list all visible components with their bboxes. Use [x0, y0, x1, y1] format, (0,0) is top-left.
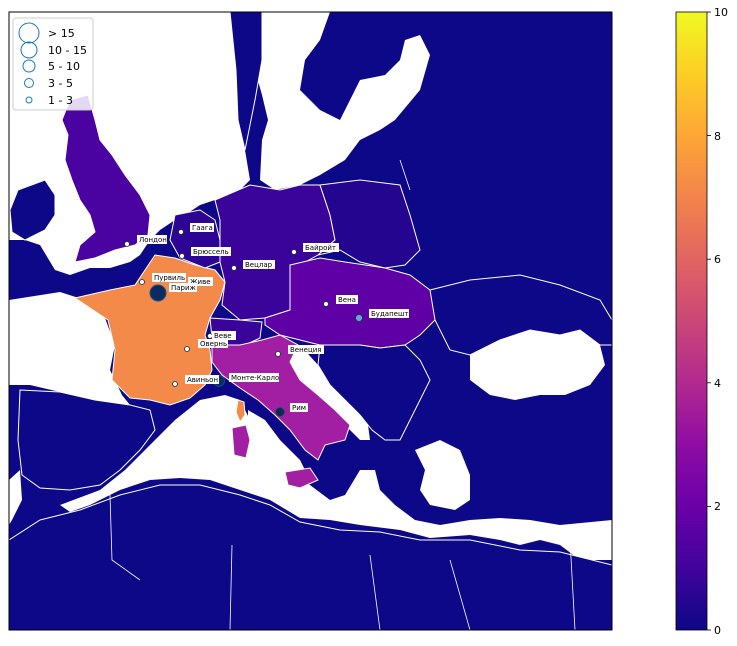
label-venice: Венеция: [288, 345, 324, 354]
label-bayreuth: Байройт: [303, 243, 339, 252]
country-sardinia: [231, 424, 251, 459]
atlantic-sw: [9, 470, 22, 525]
svg-text:Вена: Вена: [338, 296, 356, 304]
country-balkans: [317, 344, 431, 441]
legend-marker-15plus: [18, 22, 40, 44]
label-monte-carlo: Монте-Карло: [229, 373, 279, 382]
marker-venice: [275, 351, 281, 357]
label-avignon: Авиньон: [185, 375, 219, 384]
colorbar-tick-0: 0: [714, 624, 721, 637]
svg-text:Байройт: Байройт: [305, 244, 336, 252]
label-vevey: Веве: [212, 331, 236, 340]
svg-text:Брюссель: Брюссель: [193, 248, 229, 256]
baltic-sea: [255, 12, 430, 190]
svg-text:Будапешт: Будапешт: [371, 310, 408, 318]
colorbar-tick-4: 4: [714, 377, 721, 390]
svg-text:10 - 15: 10 - 15: [48, 44, 87, 57]
colorbar-tick-10: 10: [714, 6, 728, 19]
label-london: Лондон: [137, 235, 167, 244]
label-haag: Гаага: [190, 223, 214, 232]
marker-london: [124, 241, 130, 247]
svg-text:Живе: Живе: [190, 278, 211, 286]
colorbar-tick-6: 6: [714, 253, 721, 266]
map-area: [9, 12, 612, 630]
country-sicily: [284, 467, 319, 489]
country-east: [429, 274, 612, 356]
svg-text:1 - 3: 1 - 3: [48, 94, 73, 107]
marker-vevey: [207, 333, 213, 339]
label-wetzlar: Вецлар: [243, 260, 275, 269]
svg-text:Авиньон: Авиньон: [187, 376, 218, 384]
svg-text:Лондон: Лондон: [139, 236, 167, 244]
country-borders: [109, 159, 576, 630]
marker-brussels: [179, 253, 185, 259]
svg-text:Веве: Веве: [214, 332, 232, 340]
svg-text:Монте-Карло: Монте-Карло: [231, 374, 279, 382]
legend-marker-5-10: [22, 59, 36, 73]
size-legend: > 15 10 - 15 5 - 10 3 - 5 1 - 3: [12, 17, 94, 111]
map-frame: [8, 11, 613, 631]
marker-budapest: [355, 314, 363, 322]
svg-text:Пурвиль: Пурвиль: [154, 274, 185, 282]
atlantic-west: [9, 292, 130, 405]
country-uk: [61, 94, 151, 263]
label-auvergne: Овернь: [198, 339, 228, 348]
legend-marker-3-5: [24, 78, 34, 88]
svg-text:Гаага: Гаага: [192, 224, 213, 232]
black-sea: [470, 330, 605, 400]
svg-text:Овернь: Овернь: [200, 340, 227, 348]
country-norway: [229, 12, 263, 151]
legend-marker-10-15: [20, 41, 38, 59]
country-iberia: [17, 389, 156, 491]
marker-bayreuth: [291, 249, 297, 255]
marker-auvergne: [184, 346, 190, 352]
marker-vienna: [323, 301, 329, 307]
marker-rome: [275, 407, 285, 417]
svg-text:> 15: > 15: [48, 27, 75, 40]
aegean-sea: [415, 440, 470, 510]
label-paris: Париж: [169, 283, 197, 292]
marker-haag: [178, 229, 184, 235]
label-pourville: Пурвиль: [152, 273, 186, 282]
label-rome: Рим: [290, 403, 308, 412]
legend-box: [12, 17, 94, 111]
legend-marker-1-3: [25, 96, 33, 104]
svg-text:Париж: Париж: [171, 284, 197, 292]
svg-text:Вецлар: Вецлар: [245, 261, 273, 269]
marker-pourville: [139, 279, 145, 285]
marker-avignon: [172, 381, 178, 387]
svg-text:3 - 5: 3 - 5: [48, 77, 73, 90]
colorbar-tick-8: 8: [714, 130, 721, 143]
colorbar-tick-2: 2: [714, 500, 721, 513]
svg-text:5 - 10: 5 - 10: [48, 60, 80, 73]
svg-text:Рим: Рим: [292, 404, 306, 412]
label-vienna: Вена: [336, 295, 358, 304]
label-budapest: Будапешт: [369, 309, 409, 318]
tyrrhenian-sea: [248, 410, 305, 475]
marker-wetzlar: [231, 265, 237, 271]
country-north-africa: [9, 484, 612, 630]
country-ireland: [9, 179, 56, 241]
adriatic-sea: [285, 345, 370, 440]
label-givet: Живе: [188, 277, 213, 286]
label-brussels: Брюссель: [191, 247, 231, 256]
colorbar-gradient: [675, 11, 708, 631]
country-corsica: [235, 399, 246, 424]
marker-paris: [149, 284, 167, 302]
colorbar: 0 2 4 6 8 10: [675, 6, 728, 637]
mediterranean-sea: [60, 395, 612, 560]
colorbar-ticks: [707, 11, 711, 631]
seas: [9, 12, 612, 560]
city-labels: Лондон Гаага Брюссель Байройт Вецлар Пур…: [137, 223, 409, 412]
country-italy: [211, 334, 351, 461]
svg-text:Венеция: Венеция: [290, 346, 322, 354]
